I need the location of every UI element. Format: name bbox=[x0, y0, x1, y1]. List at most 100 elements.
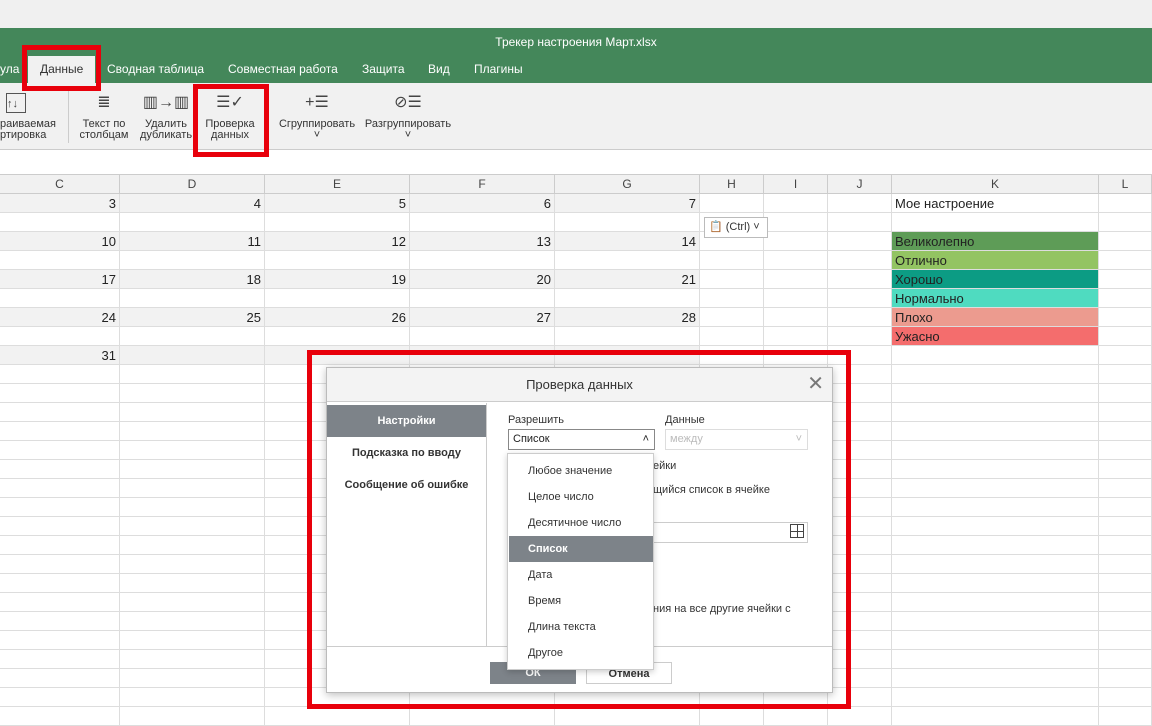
cell[interactable] bbox=[120, 479, 265, 498]
nav-settings[interactable]: Настройки bbox=[327, 405, 486, 437]
cell[interactable] bbox=[892, 631, 1099, 650]
cell[interactable] bbox=[120, 650, 265, 669]
dropdown-option[interactable]: Любое значение bbox=[528, 465, 613, 477]
cell[interactable] bbox=[892, 441, 1099, 460]
cell[interactable] bbox=[120, 460, 265, 479]
cell[interactable] bbox=[828, 213, 892, 232]
cell[interactable] bbox=[265, 213, 410, 232]
cell[interactable] bbox=[120, 612, 265, 631]
cell[interactable] bbox=[120, 593, 265, 612]
cell[interactable]: 27 bbox=[410, 308, 555, 327]
cell[interactable] bbox=[828, 441, 892, 460]
cell[interactable]: 4 bbox=[120, 194, 265, 213]
cell[interactable] bbox=[764, 194, 828, 213]
cell[interactable] bbox=[700, 308, 764, 327]
column-header-K[interactable]: K bbox=[892, 175, 1099, 194]
ungroup-button[interactable]: ⊘☰ Разгруппировать ˅ bbox=[362, 93, 454, 141]
cell[interactable] bbox=[1099, 669, 1152, 688]
cell[interactable] bbox=[120, 289, 265, 308]
cell[interactable] bbox=[0, 688, 120, 707]
cell[interactable]: 25 bbox=[120, 308, 265, 327]
select-range-icon[interactable] bbox=[790, 524, 804, 538]
cell[interactable] bbox=[892, 555, 1099, 574]
tab-view[interactable]: Вид bbox=[428, 62, 450, 76]
cell[interactable]: 26 bbox=[265, 308, 410, 327]
cell[interactable] bbox=[120, 498, 265, 517]
cell[interactable] bbox=[1099, 688, 1152, 707]
tab-collaboration[interactable]: Совместная работа bbox=[228, 62, 338, 76]
cell[interactable]: 31 bbox=[0, 346, 120, 365]
cell[interactable] bbox=[892, 612, 1099, 631]
mood-item[interactable]: Великолепно bbox=[892, 232, 1099, 251]
mood-item[interactable]: Ужасно bbox=[892, 327, 1099, 346]
dropdown-option[interactable]: Десятичное число bbox=[528, 517, 622, 529]
data-validation-button[interactable]: ☰✓ Проверка данных bbox=[200, 93, 260, 141]
mood-item[interactable]: Отлично bbox=[892, 251, 1099, 270]
cell[interactable] bbox=[410, 251, 555, 270]
cell[interactable] bbox=[410, 213, 555, 232]
cell[interactable] bbox=[0, 479, 120, 498]
cell[interactable] bbox=[0, 669, 120, 688]
cell[interactable] bbox=[120, 555, 265, 574]
cell[interactable] bbox=[828, 346, 892, 365]
cell[interactable] bbox=[828, 536, 892, 555]
cell[interactable] bbox=[0, 384, 120, 403]
cell[interactable] bbox=[0, 593, 120, 612]
cell[interactable] bbox=[892, 688, 1099, 707]
cell[interactable] bbox=[120, 669, 265, 688]
cell[interactable] bbox=[1099, 365, 1152, 384]
tab-protection[interactable]: Защита bbox=[362, 62, 405, 76]
cell[interactable] bbox=[892, 650, 1099, 669]
tab-plugins[interactable]: Плагины bbox=[474, 62, 523, 76]
cell[interactable] bbox=[555, 251, 700, 270]
cell[interactable]: 11 bbox=[120, 232, 265, 251]
cell[interactable] bbox=[828, 422, 892, 441]
cell[interactable] bbox=[828, 384, 892, 403]
dropdown-option[interactable]: Другое bbox=[528, 647, 563, 659]
group-button[interactable]: +☰ Сгруппировать ˅ bbox=[276, 93, 358, 141]
cell[interactable] bbox=[828, 612, 892, 631]
cell[interactable] bbox=[120, 213, 265, 232]
cell[interactable] bbox=[764, 270, 828, 289]
cell[interactable] bbox=[1099, 232, 1152, 251]
mood-header[interactable]: Мое настроение bbox=[892, 194, 1099, 213]
cell[interactable] bbox=[120, 384, 265, 403]
cell[interactable] bbox=[120, 536, 265, 555]
cell[interactable]: 20 bbox=[410, 270, 555, 289]
cell[interactable] bbox=[700, 270, 764, 289]
cell[interactable] bbox=[828, 593, 892, 612]
cell[interactable] bbox=[0, 536, 120, 555]
cell[interactable] bbox=[700, 194, 764, 213]
cell[interactable] bbox=[892, 403, 1099, 422]
cell[interactable] bbox=[1099, 270, 1152, 289]
cell[interactable]: 3 bbox=[0, 194, 120, 213]
cell[interactable] bbox=[120, 327, 265, 346]
cell[interactable] bbox=[0, 650, 120, 669]
cell[interactable]: 10 bbox=[0, 232, 120, 251]
cell[interactable] bbox=[828, 650, 892, 669]
remove-duplicates-button[interactable]: ▥→▥ Удалить дубликать bbox=[138, 93, 194, 141]
cell[interactable]: 21 bbox=[555, 270, 700, 289]
cell[interactable] bbox=[828, 669, 892, 688]
cell[interactable] bbox=[0, 289, 120, 308]
mood-item[interactable]: Плохо bbox=[892, 308, 1099, 327]
cell[interactable] bbox=[828, 574, 892, 593]
cell[interactable] bbox=[828, 555, 892, 574]
cell[interactable] bbox=[1099, 346, 1152, 365]
cell[interactable] bbox=[410, 289, 555, 308]
column-header-H[interactable]: H bbox=[700, 175, 764, 194]
cell[interactable] bbox=[764, 213, 828, 232]
cell[interactable] bbox=[700, 251, 764, 270]
cell[interactable] bbox=[1099, 251, 1152, 270]
data-select[interactable]: между ˅ bbox=[665, 429, 808, 450]
cell[interactable] bbox=[120, 517, 265, 536]
cell[interactable] bbox=[265, 289, 410, 308]
cell[interactable] bbox=[828, 403, 892, 422]
cell[interactable] bbox=[555, 289, 700, 308]
cell[interactable] bbox=[1099, 517, 1152, 536]
cell[interactable] bbox=[828, 365, 892, 384]
cell[interactable] bbox=[828, 308, 892, 327]
cell[interactable]: 13 bbox=[410, 232, 555, 251]
cell[interactable] bbox=[892, 593, 1099, 612]
cell[interactable] bbox=[1099, 707, 1152, 726]
